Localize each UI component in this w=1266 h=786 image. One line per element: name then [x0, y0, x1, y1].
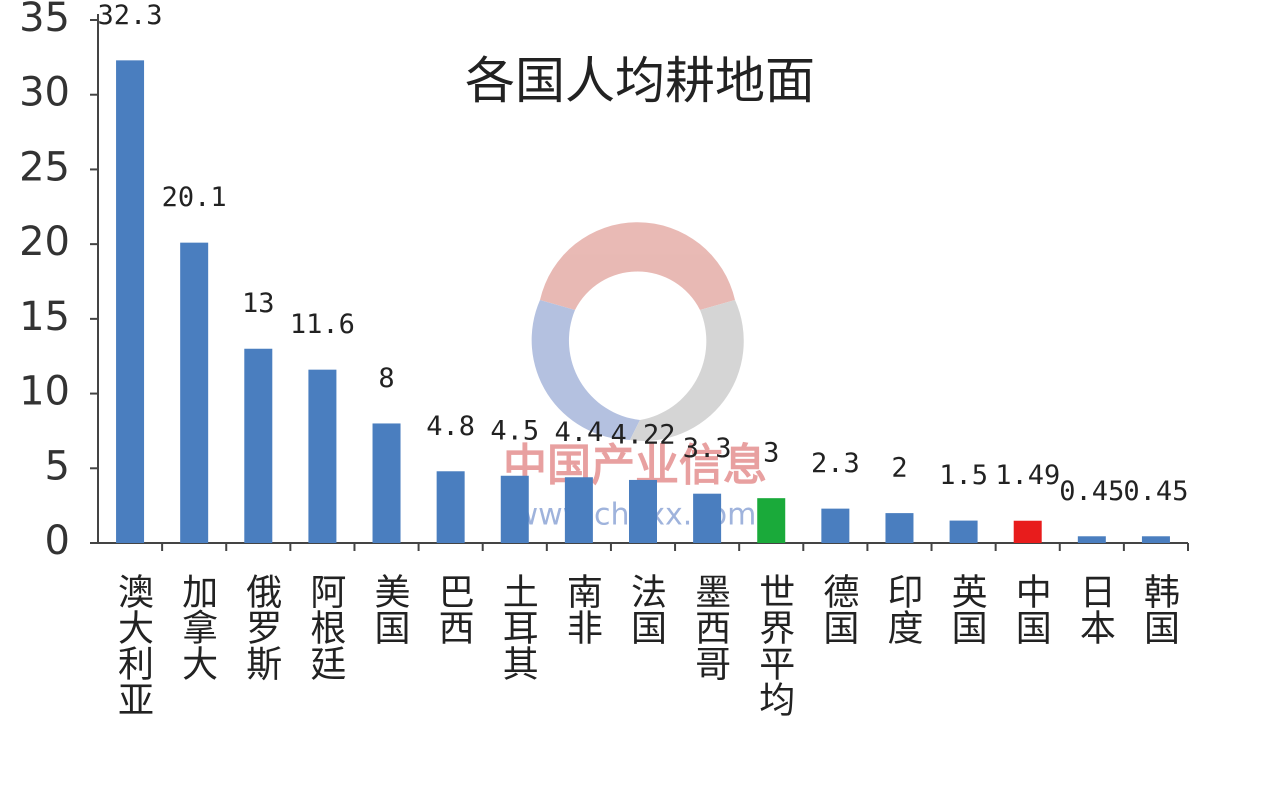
y-tick-label: 0 — [45, 518, 70, 564]
value-label: 2.3 — [811, 448, 860, 479]
bar — [821, 508, 850, 543]
bar — [244, 348, 273, 543]
value-label: 0.45 — [1059, 476, 1124, 507]
bar — [885, 513, 914, 543]
bar — [693, 493, 722, 543]
x-tick-label: 阿根廷 — [304, 573, 345, 681]
bar — [949, 520, 978, 543]
bar — [1013, 520, 1042, 543]
bar — [629, 479, 657, 543]
value-label: 3 — [763, 438, 779, 469]
y-tick-label: 25 — [19, 144, 70, 190]
bar — [308, 369, 337, 543]
x-tick-label: 法国 — [625, 573, 666, 645]
value-label: 20.1 — [162, 182, 227, 213]
x-tick-label: 日本 — [1074, 573, 1115, 645]
bar — [116, 60, 145, 544]
bar — [500, 475, 529, 543]
bar — [436, 471, 465, 543]
value-label: 13 — [242, 288, 275, 319]
value-label: 8 — [378, 363, 394, 394]
watermark-logo — [531, 222, 744, 441]
y-tick-label: 30 — [19, 70, 70, 116]
value-label: 0.45 — [1123, 476, 1188, 507]
bar — [1077, 536, 1106, 543]
value-label: 4.22 — [610, 419, 675, 450]
value-label: 4.8 — [426, 411, 475, 442]
x-tick-label: 加拿大 — [176, 573, 217, 681]
x-tick-label: 中国 — [1010, 573, 1051, 645]
x-tick-label: 韩国 — [1138, 573, 1179, 645]
x-tick-label: 南非 — [561, 573, 602, 645]
value-label: 4.5 — [490, 415, 539, 446]
x-tick-label: 世界平均 — [753, 573, 794, 717]
value-label: 2 — [891, 453, 907, 484]
value-label: 3.3 — [683, 433, 732, 464]
x-tick-label: 美国 — [369, 573, 410, 645]
x-tick-label: 土耳其 — [497, 573, 538, 681]
x-tick-label: 德国 — [817, 573, 858, 645]
bar — [372, 423, 401, 543]
y-tick-label: 20 — [19, 219, 70, 265]
value-label: 4.4 — [554, 417, 603, 448]
x-tick-label: 澳大利亚 — [112, 573, 154, 717]
bar — [180, 242, 209, 544]
bar — [757, 498, 786, 543]
y-tick-label: 10 — [19, 369, 70, 415]
value-label: 11.6 — [290, 309, 355, 340]
y-tick-label: 35 — [19, 0, 70, 41]
value-label: 1.49 — [995, 460, 1060, 491]
y-tick-label: 15 — [19, 294, 70, 340]
bar — [564, 477, 593, 543]
y-tick-label: 5 — [45, 443, 70, 489]
chart-title: 各国人均耕地面 — [465, 52, 815, 110]
x-tick-label: 巴西 — [433, 573, 474, 645]
x-tick-label: 墨西哥 — [689, 573, 730, 681]
x-tick-label: 英国 — [946, 573, 987, 645]
bar — [1141, 536, 1170, 543]
value-label: 1.5 — [939, 460, 988, 491]
x-tick-label: 印度 — [881, 573, 922, 645]
value-label: 32.3 — [98, 0, 163, 31]
x-tick-label: 俄罗斯 — [240, 573, 282, 681]
